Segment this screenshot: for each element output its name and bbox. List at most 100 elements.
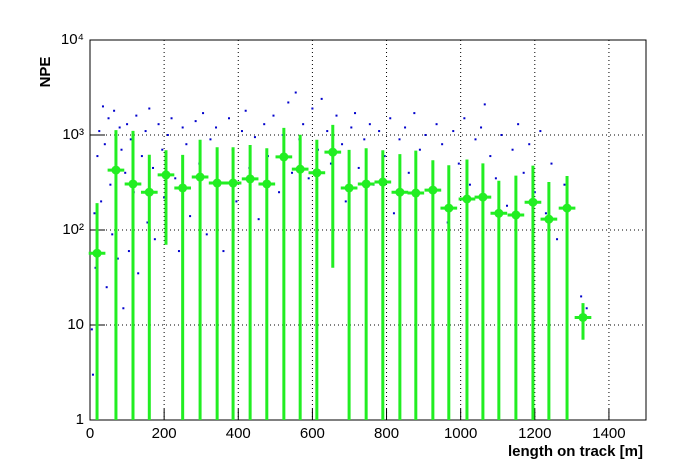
scatter-point	[392, 212, 395, 215]
scatter-point	[90, 328, 93, 331]
scatter-point	[335, 114, 338, 117]
scatter-point	[116, 257, 119, 260]
x-tick-label: 400	[226, 425, 251, 442]
scatter-point	[302, 123, 305, 126]
scatter-point	[474, 138, 477, 141]
scatter-point	[522, 171, 525, 174]
profile-point	[228, 178, 238, 188]
scatter-point	[441, 143, 444, 146]
scatter-point	[452, 130, 455, 133]
scatter-point	[311, 107, 314, 110]
scatter-point	[107, 117, 110, 120]
scatter-point	[98, 130, 101, 133]
scatter-point	[506, 204, 508, 207]
scatter-point	[418, 148, 421, 151]
scatter-point	[157, 123, 160, 126]
scatter-point	[320, 97, 323, 100]
scatter-point	[357, 166, 360, 169]
y-tick-label: 10⁴	[61, 31, 84, 48]
profile-point	[328, 147, 338, 157]
scatter-point	[435, 123, 438, 126]
scatter-point	[253, 136, 256, 139]
y-axis-title: NPE	[37, 57, 54, 88]
profile-point	[578, 312, 588, 322]
profile-point	[279, 152, 289, 162]
profile-point	[111, 165, 121, 175]
scatter-point	[368, 123, 371, 126]
scatter-point	[129, 138, 132, 141]
scatter-point	[96, 155, 99, 158]
profile-point	[195, 172, 205, 182]
profile-point	[428, 185, 438, 195]
profile-point	[562, 203, 572, 213]
scatter-point	[135, 114, 138, 117]
scatter-point	[113, 109, 116, 112]
scatter-point	[137, 272, 140, 275]
scatter-point	[263, 123, 266, 126]
scatter-point	[389, 117, 392, 120]
scatter-point	[215, 126, 218, 129]
scatter-point	[413, 112, 416, 115]
scatter-point	[166, 134, 169, 136]
scatter-point	[489, 155, 492, 158]
scatter-point	[105, 286, 108, 289]
scatter-point	[350, 126, 353, 129]
scatter-point	[294, 91, 297, 94]
profile-point	[262, 179, 272, 189]
scatter-point	[500, 134, 503, 136]
scatter-point	[257, 218, 260, 221]
scatter-point	[181, 126, 184, 129]
profile-point	[462, 194, 472, 204]
scatter-point	[278, 191, 281, 194]
scatter-point	[341, 143, 344, 146]
scatter-point	[205, 233, 208, 236]
profile-point	[144, 187, 154, 197]
profile-point	[161, 170, 171, 180]
scatter-point	[550, 162, 553, 165]
scatter-point	[163, 196, 166, 199]
scatter-point	[329, 162, 332, 165]
scatter-point	[101, 105, 104, 108]
scatter-point	[111, 233, 114, 236]
profile-point	[511, 210, 521, 220]
scatter-point	[563, 183, 566, 186]
scatter-point	[585, 307, 588, 310]
scatter-point	[463, 117, 466, 120]
scatter-point	[144, 130, 147, 133]
scatter-point	[326, 130, 329, 133]
profile-point	[478, 192, 488, 202]
x-tick-label: 800	[374, 425, 399, 442]
scatter-point	[539, 130, 542, 133]
profile-point	[178, 183, 188, 193]
profile-point	[361, 179, 371, 189]
profile-point	[344, 183, 354, 193]
scatter-point	[424, 134, 427, 136]
scatter-point	[126, 123, 129, 126]
scatter-point	[483, 103, 486, 106]
scatter-point	[544, 212, 547, 215]
scatter-point	[468, 183, 471, 186]
scatter-point	[209, 138, 212, 141]
profile-point	[92, 248, 102, 258]
x-tick-label: 1200	[518, 425, 551, 442]
scatter-point	[222, 250, 225, 253]
profile-point	[444, 203, 454, 213]
profile-point	[528, 197, 538, 207]
x-tick-label: 600	[300, 425, 325, 442]
scatter-point	[120, 148, 123, 151]
scatter-point	[91, 373, 94, 376]
profile-point	[295, 164, 305, 174]
scatter-point	[109, 183, 112, 186]
scatter-point	[122, 307, 125, 310]
scatter-point	[240, 130, 243, 133]
scatter-point	[170, 117, 173, 120]
scatter-point	[194, 120, 197, 123]
scatter-point	[383, 155, 386, 158]
scatter-point	[244, 109, 247, 112]
scatter-point	[118, 126, 121, 129]
scatter-point	[124, 171, 127, 174]
scatter-point	[457, 162, 460, 165]
scatter-point	[404, 126, 407, 129]
scatter-point	[480, 126, 483, 129]
